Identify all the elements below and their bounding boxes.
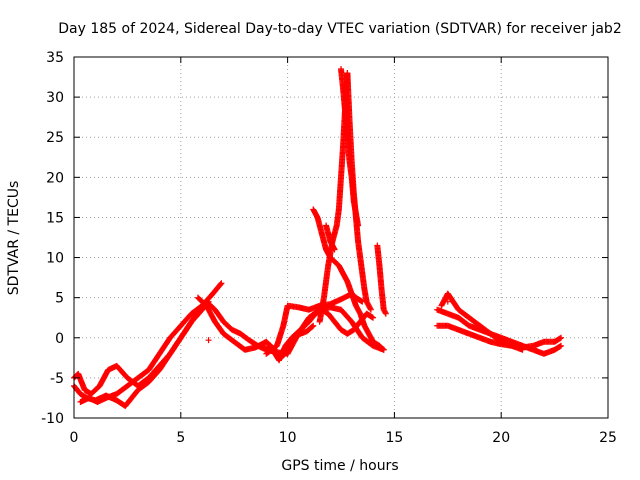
- data-point: [519, 346, 526, 353]
- x-tick-label: 0: [70, 430, 79, 446]
- data-point: [217, 281, 224, 288]
- x-tick-label: 10: [279, 430, 297, 446]
- data-point: [198, 303, 205, 310]
- y-tick-label: 10: [46, 251, 64, 267]
- plot-frame: [73, 56, 609, 419]
- y-tick-label: 5: [55, 291, 64, 307]
- y-tick-label: 0: [55, 331, 64, 347]
- y-tick-label: -5: [50, 371, 64, 387]
- y-tick-label: 15: [46, 210, 64, 226]
- data-point: [370, 314, 377, 321]
- data-point: [382, 310, 389, 317]
- chart-title: Day 185 of 2024, Sidereal Day-to-day VTE…: [58, 21, 621, 37]
- data-point: [558, 342, 565, 349]
- y-axis-label: SDTVAR / TECUs: [6, 181, 22, 296]
- data-points: [71, 66, 565, 409]
- y-tick-label: 20: [46, 170, 64, 186]
- data-point: [380, 346, 387, 353]
- data-point: [355, 222, 362, 229]
- x-tick-label: 5: [176, 430, 185, 446]
- outlier-point: [205, 337, 212, 344]
- y-tick-label: 25: [46, 130, 64, 146]
- data-point: [367, 306, 374, 313]
- outlier-point: [444, 298, 451, 305]
- x-tick-label: 25: [599, 430, 617, 446]
- x-axis-label: GPS time / hours: [281, 458, 398, 474]
- y-tick-label: -10: [41, 411, 64, 427]
- x-tick-label: 15: [385, 430, 403, 446]
- data-point: [309, 323, 316, 330]
- data-point: [310, 322, 317, 329]
- axis-ticks: 0 5 10 15 20 25 -10 -5 0 5 10 15 20 25 30 35: [41, 50, 617, 446]
- grid-lines: [74, 57, 608, 418]
- data-point: [379, 346, 386, 353]
- y-tick-label: 35: [46, 50, 64, 66]
- y-tick-label: 30: [46, 90, 64, 106]
- data-point: [218, 280, 225, 287]
- data-point: [331, 246, 338, 253]
- x-tick-label: 20: [492, 430, 510, 446]
- data-point: [558, 334, 565, 341]
